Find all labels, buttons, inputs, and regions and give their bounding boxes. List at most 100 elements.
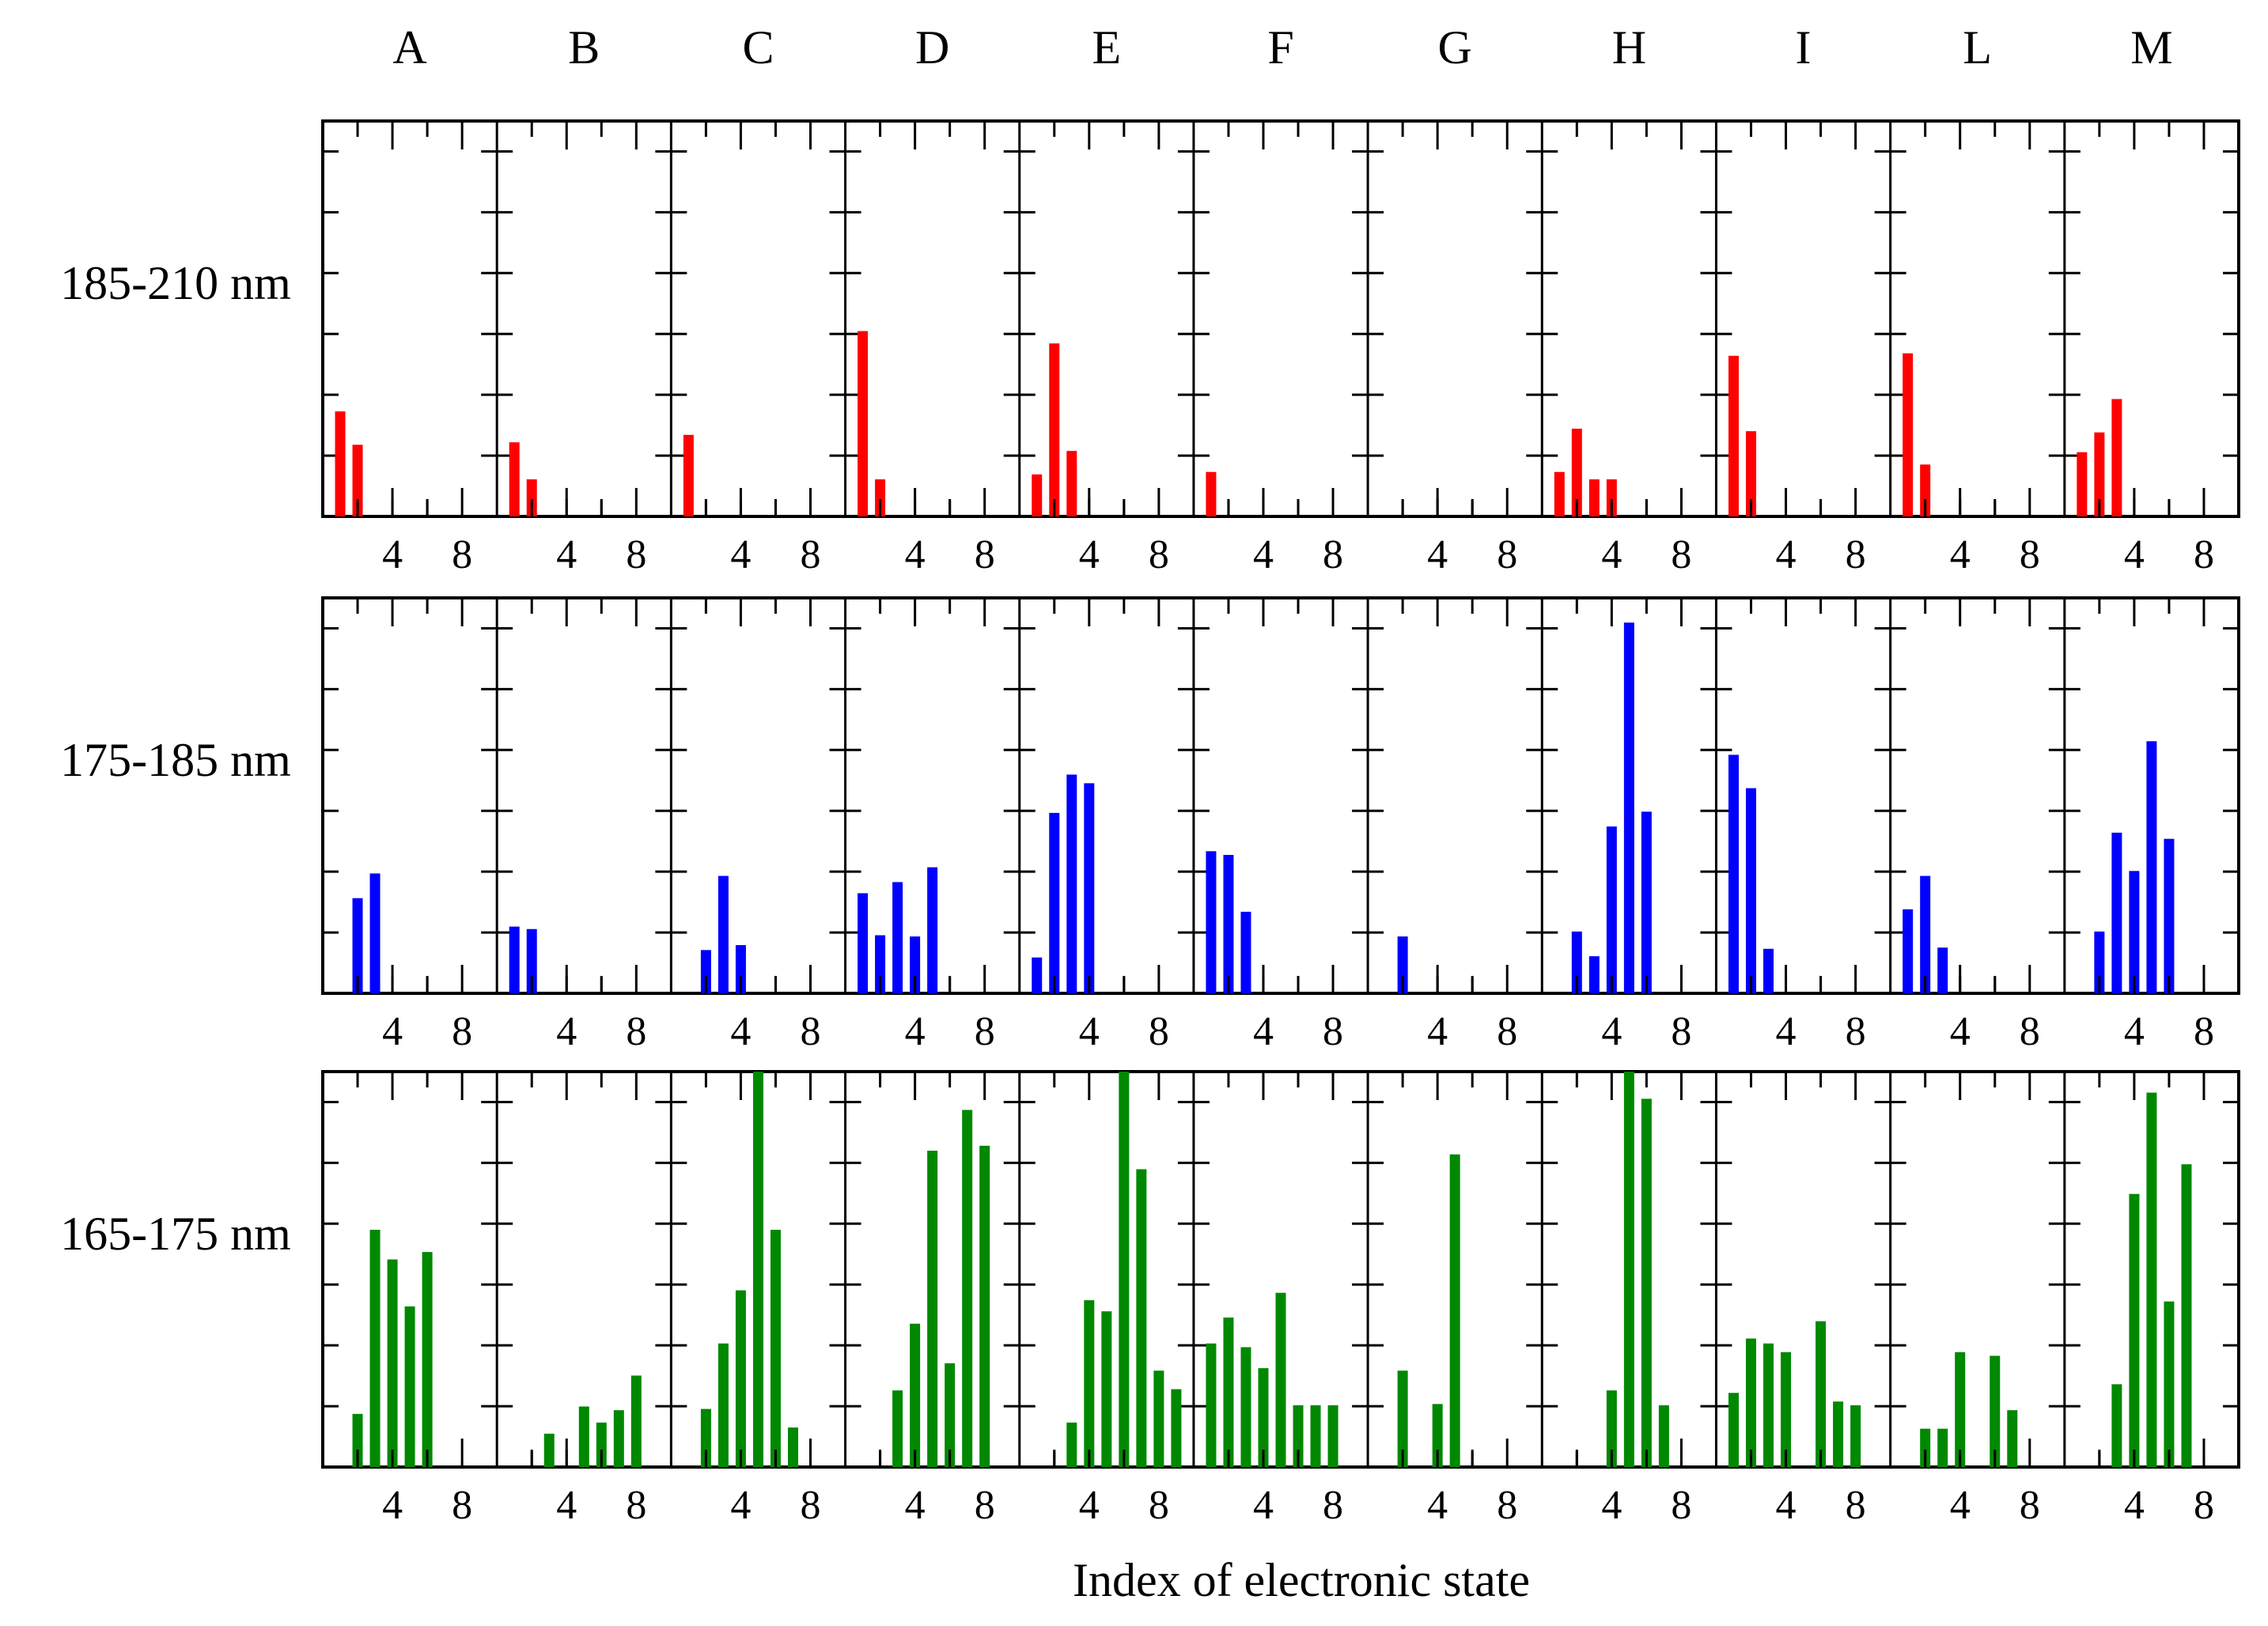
bar (1397, 1371, 1408, 1467)
bar (1745, 788, 1756, 993)
bar (945, 1363, 956, 1467)
x-tick-label: 8 (452, 532, 472, 577)
bar (1763, 948, 1774, 993)
bar (1728, 1393, 1739, 1467)
bar (2077, 452, 2088, 516)
x-tick-label: 8 (452, 1483, 472, 1528)
column-label-E: E (1092, 21, 1121, 74)
bar (2129, 871, 2140, 993)
bar (1816, 1321, 1827, 1467)
x-tick-label: 4 (730, 1009, 751, 1054)
bar (1275, 1292, 1286, 1467)
bar (910, 936, 921, 993)
bar (2094, 931, 2105, 993)
x-tick-label: 8 (975, 1483, 995, 1528)
bar (2164, 838, 2175, 993)
bar (1293, 1405, 1304, 1467)
x-tick-label: 8 (1671, 1483, 1691, 1528)
x-tick-label: 4 (1950, 1483, 1971, 1528)
bar (1240, 911, 1251, 993)
x-tick-label: 4 (382, 1483, 403, 1528)
bar (1920, 1428, 1931, 1467)
bar (1032, 957, 1043, 993)
x-tick-label: 8 (2194, 532, 2214, 577)
x-tick-label: 4 (556, 532, 577, 577)
x-tick-label: 4 (1601, 1483, 1622, 1528)
bar (892, 1390, 903, 1467)
bar (1920, 875, 1931, 993)
bar (1049, 812, 1060, 993)
x-tick-label: 4 (905, 1483, 926, 1528)
bar (1206, 1343, 1217, 1467)
bar (404, 1306, 415, 1467)
x-tick-label: 8 (801, 1009, 821, 1054)
row-labels: 185-210 nm 175-185 nm 165-175 nm (60, 257, 291, 1260)
bar (2129, 1193, 2140, 1467)
x-tick-label: 8 (1323, 532, 1343, 577)
bar (1903, 353, 1914, 516)
bar (858, 331, 869, 516)
bar (910, 1323, 921, 1467)
bar (787, 1427, 798, 1467)
column-label-H: H (1612, 21, 1646, 74)
row-frame-1 (321, 596, 2240, 995)
bar (1206, 851, 1217, 993)
bar (962, 1110, 973, 1467)
x-tick-label: 4 (1079, 1009, 1100, 1054)
bar (1606, 1390, 1617, 1467)
bar (1032, 474, 1043, 516)
bar (630, 1375, 642, 1467)
x-tick-label: 4 (1601, 532, 1622, 577)
bar (1171, 1389, 1182, 1467)
x-axis-title: Index of electronic state (1073, 1554, 1530, 1606)
bar (1258, 1368, 1269, 1467)
bar (335, 411, 346, 516)
bar (2181, 1164, 2192, 1467)
row-label-2: 165-175 nm (60, 1208, 291, 1260)
x-tick-label: 8 (1323, 1009, 1343, 1054)
bar (1084, 783, 1095, 993)
bar (770, 1230, 781, 1467)
bar (2094, 432, 2105, 516)
bar (700, 1409, 711, 1467)
bar (1101, 1311, 1112, 1467)
bar (1606, 826, 1617, 993)
bar (1066, 451, 1077, 516)
x-tick-label: 4 (2124, 1009, 2145, 1054)
bar (509, 926, 520, 993)
bar (1728, 754, 1739, 993)
bar (1397, 936, 1408, 993)
x-tick-label: 8 (1846, 1483, 1866, 1528)
column-label-L: L (1963, 21, 1992, 74)
x-tick-label: 4 (1079, 532, 1100, 577)
bar (596, 1422, 607, 1467)
x-tick-label: 4 (382, 1009, 403, 1054)
bar (1920, 464, 1931, 516)
x-tick-label: 4 (1776, 1483, 1797, 1528)
x-tick-label: 4 (1776, 532, 1797, 577)
x-tick-label: 4 (905, 1009, 926, 1054)
bar (369, 873, 381, 993)
x-tick-label: 8 (626, 1483, 646, 1528)
bar (1223, 1317, 1234, 1467)
x-tick-label: 8 (1497, 1009, 1517, 1054)
bar (1937, 947, 1948, 993)
bar (1641, 1098, 1652, 1467)
column-label-C: C (742, 21, 774, 74)
column-label-D: D (915, 21, 949, 74)
